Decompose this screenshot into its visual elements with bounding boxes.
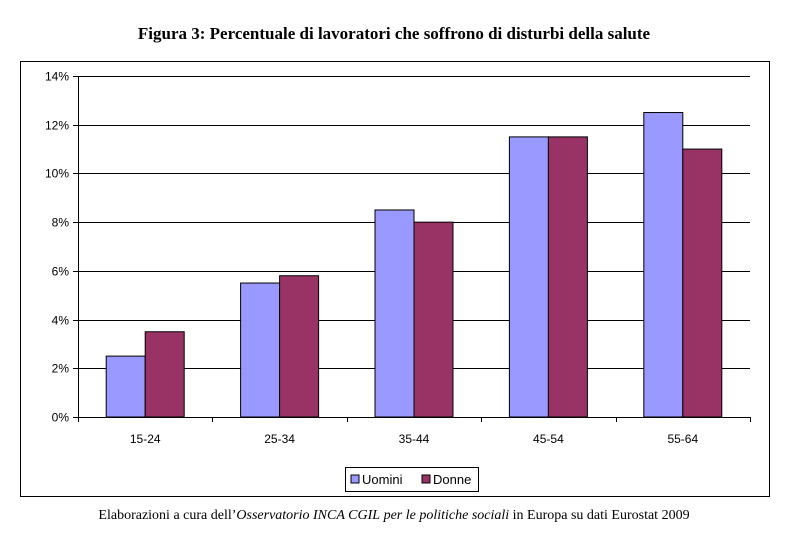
caption-text-2: Osservatorio INCA CGIL xyxy=(236,508,381,523)
caption-text-5: in Europa su dati Eurostat 2009 xyxy=(509,508,690,523)
chart-area: 0% 2% 4% 6% 8% 10% 12% 14% 15-24 25-34 35-44 45-54 5… xyxy=(20,61,770,497)
legend-swatch-uomini xyxy=(350,474,360,484)
x-tick-label: 15-24 xyxy=(130,432,161,446)
bars xyxy=(105,112,723,418)
source-caption: Elaborazioni a cura dell’Osservatorio IN… xyxy=(0,508,788,524)
legend-label-uomini: Uomini xyxy=(362,472,403,487)
legend-swatch-donne xyxy=(421,474,431,484)
bar-uomini-35-44 xyxy=(374,209,415,418)
y-tick-label: 12% xyxy=(45,119,69,133)
y-tick-label: 10% xyxy=(45,167,69,181)
figure-title: Figura 3: Percentuale di lavoratori che … xyxy=(137,24,651,43)
bar-chart: 0% 2% 4% 6% 8% 10% 12% 14% 15-24 25-34 35-44 45-54 5… xyxy=(20,61,770,497)
axes: 0% 2% 4% 6% 8% 10% 12% 14% 15-24 25-34 35-44 45-54 5… xyxy=(45,70,751,446)
x-tick-label: 35-44 xyxy=(399,432,430,446)
legend-box xyxy=(345,467,479,492)
y-tick-label: 8% xyxy=(52,216,70,230)
bar-uomini-45-54 xyxy=(508,136,549,418)
bar-donne-15-24 xyxy=(144,331,185,418)
y-tick-label: 2% xyxy=(52,362,70,376)
y-tick-label: 6% xyxy=(52,265,70,279)
bar-donne-25-34 xyxy=(279,275,320,418)
bar-donne-55-64 xyxy=(682,148,723,418)
bar-donne-45-54 xyxy=(547,136,588,418)
y-tick-label: 0% xyxy=(52,411,70,425)
x-tick-label: 25-34 xyxy=(264,432,295,446)
gridlines xyxy=(78,76,750,369)
x-tick-label: 45-54 xyxy=(533,432,564,446)
caption-text-4: per le politiche sociali xyxy=(383,508,510,523)
y-tick-label: 4% xyxy=(52,314,70,328)
legend: Uomini Donne xyxy=(345,467,479,492)
bar-uomini-25-34 xyxy=(240,282,281,418)
x-tick-label: 55-64 xyxy=(667,432,698,446)
caption-text-1: Elaborazioni a cura dell’ xyxy=(98,508,237,523)
bar-donne-35-44 xyxy=(413,221,454,418)
bar-uomini-55-64 xyxy=(643,112,684,418)
bar-uomini-15-24 xyxy=(105,355,146,418)
legend-label-donne: Donne xyxy=(433,472,471,487)
y-tick-label: 14% xyxy=(45,70,69,84)
